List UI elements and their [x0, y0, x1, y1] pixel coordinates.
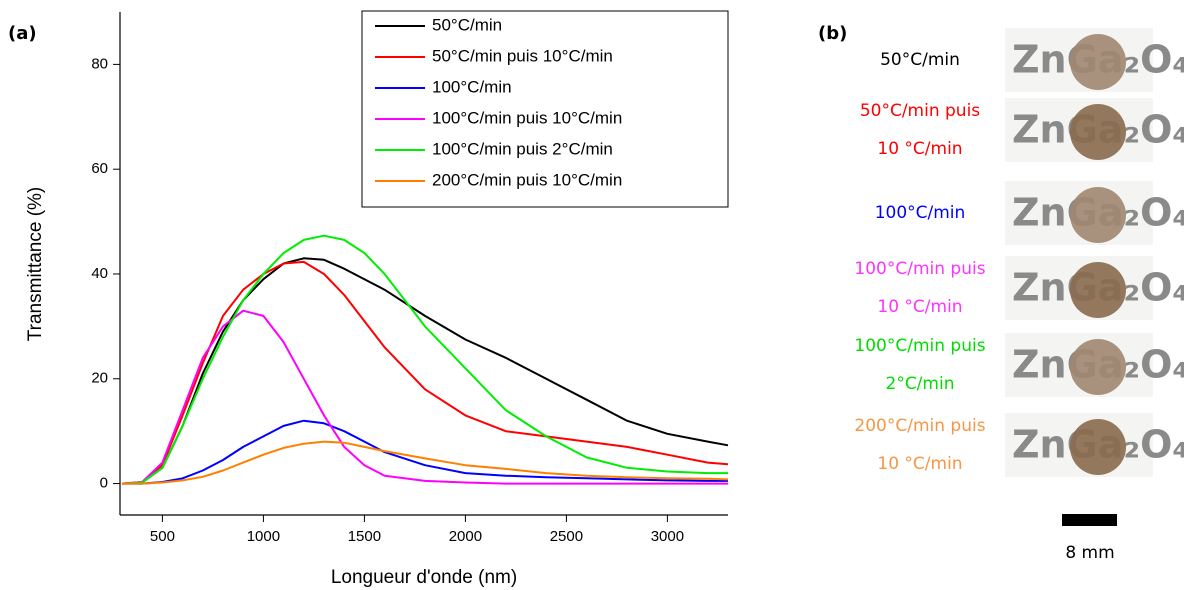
x-tick-label: 2500 [550, 528, 583, 545]
x-tick-label: 1000 [247, 528, 280, 545]
legend-box [361, 10, 729, 208]
line-series [121, 260, 729, 485]
sample-pellet [1070, 187, 1126, 243]
legend-label: 50°C/min puis 10°C/min [432, 46, 613, 65]
sample-pellet [1070, 104, 1126, 160]
sample-condition: 50°C/min puis [860, 101, 980, 121]
x-tick-label: 500 [150, 528, 175, 545]
sample-condition: 200°C/min puis [854, 416, 985, 436]
legend-label: 50°C/min [432, 15, 502, 34]
sample-condition: 10 °C/min [877, 454, 962, 474]
y-tick-label: 60 [91, 160, 108, 177]
legend-label: 100°C/min [432, 77, 512, 96]
scale-bar [1062, 514, 1117, 526]
line-series [121, 257, 729, 485]
sample-pellet [1070, 262, 1126, 318]
panel-label: (b) [818, 23, 847, 44]
y-tick-label: 40 [91, 265, 108, 282]
panel-label: (a) [8, 23, 37, 44]
line-series [122, 440, 729, 485]
y-tick-label: 20 [91, 370, 108, 387]
x-tick-label: 3000 [651, 528, 684, 545]
sample-pellet [1070, 34, 1126, 90]
sample-condition: 100°C/min puis [854, 336, 985, 356]
sample-condition: 10 °C/min [877, 297, 962, 317]
sample-condition: 50°C/min [880, 50, 960, 70]
sample-condition: 2°C/min [886, 374, 955, 394]
line-series [121, 234, 728, 485]
legend-label: 200°C/min puis 10°C/min [432, 170, 622, 189]
y-tick-label: 0 [100, 475, 108, 492]
sample-pellet [1070, 339, 1126, 395]
legend-label: 100°C/min puis 2°C/min [432, 139, 613, 158]
sample-pellet [1070, 419, 1126, 475]
sample-condition: 100°C/min [875, 203, 966, 223]
sample-condition: 100°C/min puis [854, 259, 985, 279]
x-tick-label: 1500 [348, 528, 381, 545]
x-axis-title: Longueur d'onde (nm) [331, 567, 517, 588]
y-tick-label: 80 [91, 55, 108, 72]
sample-condition: 10 °C/min [877, 139, 962, 159]
line-series [122, 419, 728, 485]
y-axis-title: Transmittance (%) [25, 187, 46, 342]
line-series [121, 309, 728, 485]
legend-label: 100°C/min puis 10°C/min [432, 108, 622, 127]
x-tick-label: 2000 [449, 528, 482, 545]
scale-bar-label: 8 mm [1065, 543, 1114, 563]
